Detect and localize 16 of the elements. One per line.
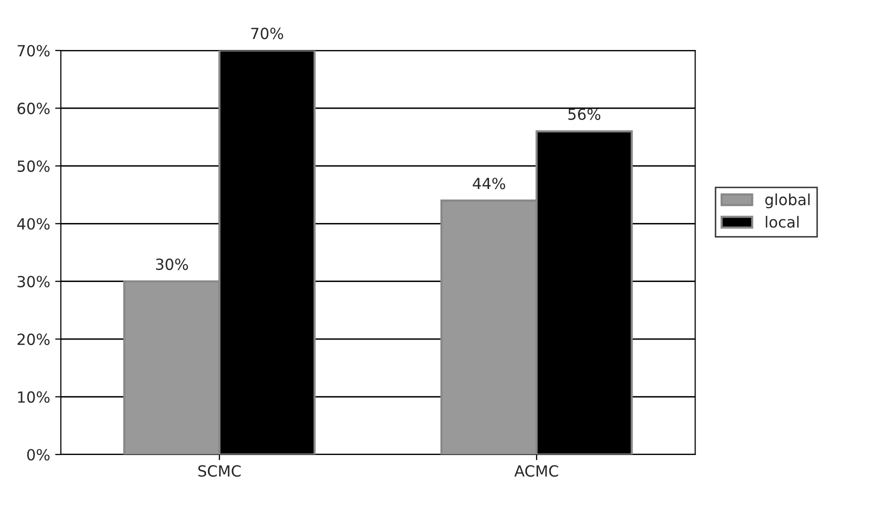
legend-label: local bbox=[766, 216, 799, 228]
y-tick-label: 70% bbox=[18, 44, 50, 57]
data-label: 56% bbox=[568, 108, 600, 120]
y-tick-label: 0% bbox=[27, 448, 50, 461]
data-label: 30% bbox=[156, 258, 188, 270]
x-tick-label: SCMC bbox=[198, 465, 241, 477]
y-tick-label: 60% bbox=[18, 102, 50, 114]
legend-label: global bbox=[765, 193, 810, 208]
x-tick-label: ACMC bbox=[514, 465, 558, 477]
y-tick-label: 40% bbox=[17, 218, 50, 230]
y-tick-label: 30% bbox=[18, 276, 50, 288]
data-label: 70% bbox=[251, 28, 284, 40]
data-label: 44% bbox=[472, 178, 506, 190]
y-tick-label: 50% bbox=[18, 160, 50, 172]
y-tick-label: 10% bbox=[18, 391, 50, 403]
y-tick-label: 20% bbox=[18, 334, 50, 346]
